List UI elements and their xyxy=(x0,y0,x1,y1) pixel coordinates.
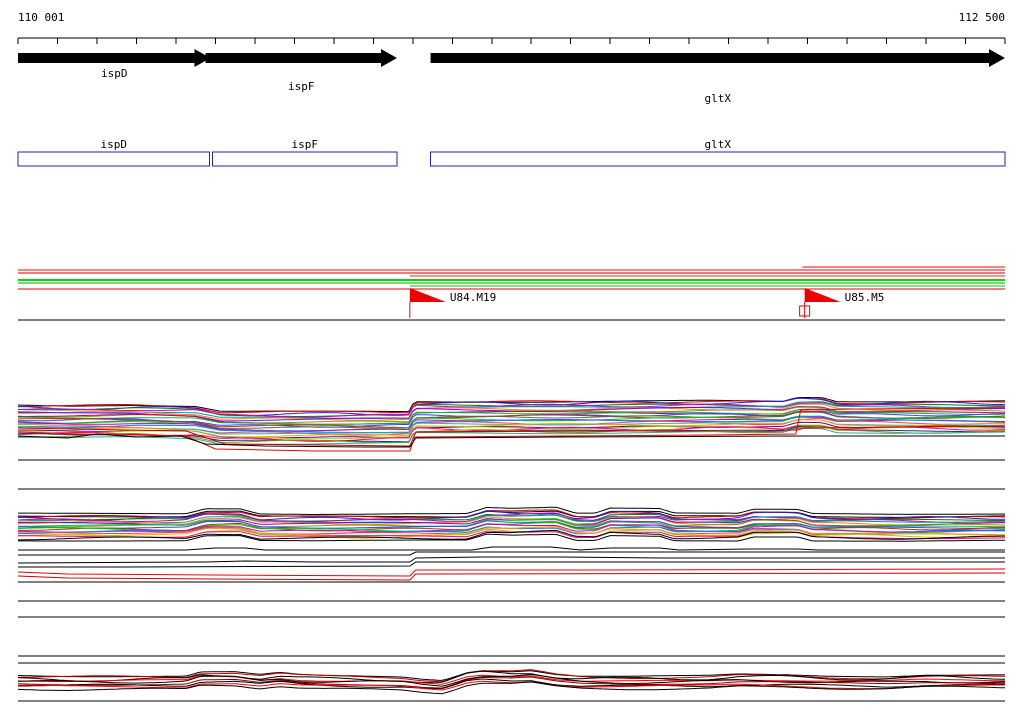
coverage-trace xyxy=(17,673,1006,687)
coverage-trace xyxy=(18,529,1005,541)
coverage-trace xyxy=(17,526,1005,537)
wavy-black-under xyxy=(18,546,1005,551)
gene-arrow-ispD[interactable]: ispD xyxy=(18,49,211,80)
coverage-bundle-bottom xyxy=(17,669,1006,695)
gene-box-label: gltX xyxy=(705,138,732,151)
gene-arrow-gltX[interactable]: gltX xyxy=(430,49,1005,105)
coverage-bundle-secondary xyxy=(17,506,1006,542)
gene-arrow-label: ispF xyxy=(288,80,315,93)
coverage-trace xyxy=(17,670,1005,683)
coverage-trace xyxy=(17,401,1006,419)
coverage-trace xyxy=(17,409,1006,425)
coverage-trace xyxy=(17,397,1006,413)
gene-box-label: ispF xyxy=(291,138,318,151)
coverage-trace xyxy=(17,401,1006,417)
probe-marker[interactable]: U85.M5 xyxy=(799,288,885,318)
flag-icon xyxy=(804,288,841,302)
probe-marker[interactable]: U84.M19 xyxy=(409,288,496,318)
ruler xyxy=(17,37,1006,44)
coverage-trace xyxy=(17,681,1006,695)
coverage-trace xyxy=(18,403,1006,421)
envelope-trace xyxy=(18,533,1006,542)
gene-arrow-ispF[interactable]: ispF xyxy=(205,49,398,93)
coverage-trace xyxy=(17,415,1006,433)
coverage-trace xyxy=(18,520,1006,529)
coverage-trace xyxy=(18,678,1005,690)
coverage-trace xyxy=(17,510,1005,521)
stray-black xyxy=(17,433,1005,448)
coverage-trace xyxy=(17,514,1006,524)
arrowhead-icon xyxy=(381,49,398,67)
flag-icon xyxy=(409,288,446,302)
gene-box-ispD[interactable]: ispD xyxy=(17,138,210,167)
ruler-end-coordinate: 112 500 xyxy=(959,11,1005,24)
coverage-trace xyxy=(17,670,1006,681)
ruler-start-coordinate: 110 001 xyxy=(18,11,64,24)
coverage-trace xyxy=(17,516,1005,526)
probe-marker-label: U85.M5 xyxy=(845,291,885,304)
coverage-trace xyxy=(17,510,1006,518)
envelope-trace xyxy=(18,506,1005,515)
coverage-trace xyxy=(18,397,1006,417)
gene-box-label: ispD xyxy=(100,138,127,151)
probe-marker-label: U84.M19 xyxy=(450,291,496,304)
step-line-black-2 xyxy=(18,561,1005,568)
gene-arrow-label: gltX xyxy=(705,92,732,105)
gene-box-ispF[interactable]: ispF xyxy=(211,138,398,167)
gene-box-gltX[interactable]: gltX xyxy=(430,138,1006,167)
tracks-root: ispD ispF gltX ispD ispF gltX U84.M19 U85.M5 xyxy=(17,37,1006,702)
step-line-red-1 xyxy=(17,568,1006,577)
gene-arrow-label: ispD xyxy=(101,67,128,80)
arrowhead-icon xyxy=(989,49,1005,67)
step-line-black-1 xyxy=(17,556,1005,564)
arrowhead-icon xyxy=(194,49,211,67)
coverage-trace xyxy=(18,680,1005,691)
stray-red-low xyxy=(17,407,1006,452)
coverage-trace xyxy=(17,676,1005,689)
stray-red-2 xyxy=(17,425,1006,447)
step-line-red-2 xyxy=(17,572,1006,581)
coverage-trace xyxy=(18,427,1006,445)
step-black-under xyxy=(18,551,1005,556)
coverage-trace xyxy=(17,523,1006,533)
coverage-trace xyxy=(17,411,1006,429)
